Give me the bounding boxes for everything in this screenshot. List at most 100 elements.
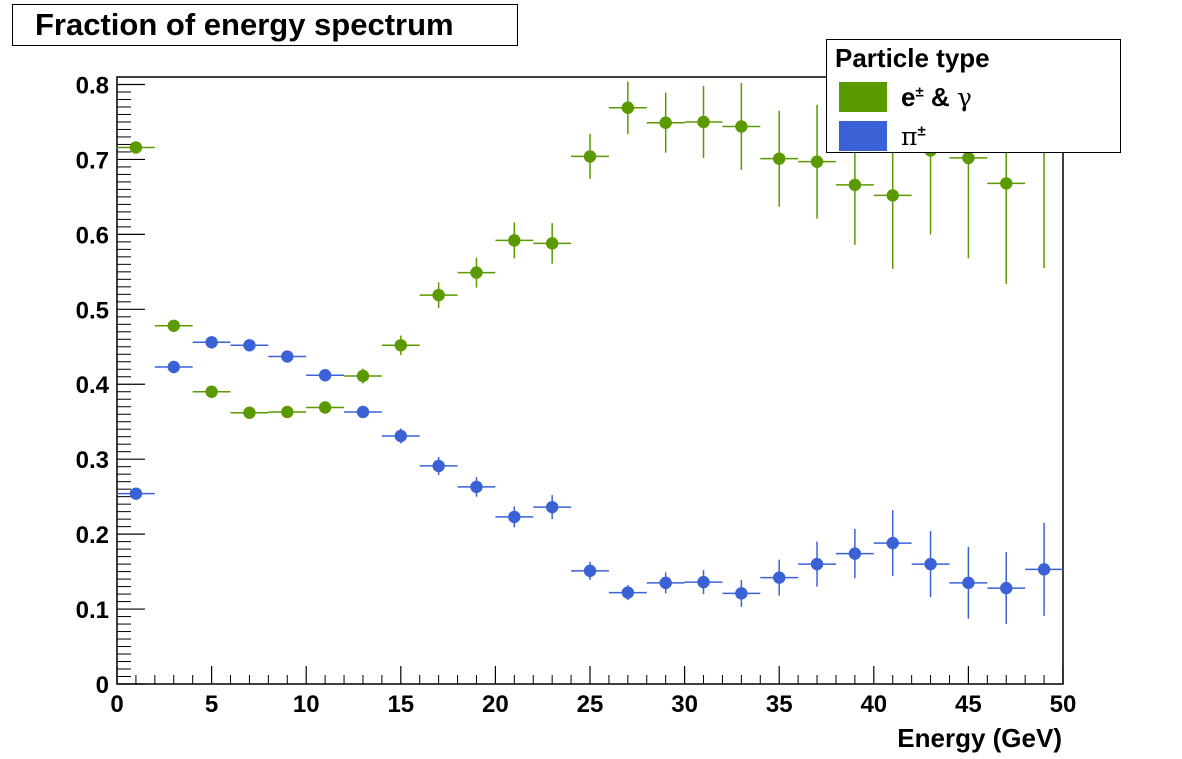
marker bbox=[356, 369, 370, 383]
marker bbox=[773, 571, 786, 584]
data-point-pions bbox=[117, 487, 155, 500]
marker bbox=[470, 480, 483, 494]
data-point-pions bbox=[419, 456, 458, 475]
marker bbox=[886, 189, 899, 202]
marker bbox=[1000, 581, 1013, 595]
marker bbox=[129, 141, 143, 154]
marker bbox=[281, 405, 294, 419]
marker bbox=[621, 101, 635, 114]
marker bbox=[129, 487, 143, 500]
legend-title: Particle type bbox=[835, 43, 990, 73]
legend-label-electrons: e± & γ bbox=[901, 81, 972, 112]
y-tick-label: 0.7 bbox=[76, 147, 109, 174]
data-point-pions bbox=[949, 546, 988, 619]
data-marks bbox=[117, 77, 1063, 625]
marker bbox=[432, 459, 445, 473]
data-point-pions bbox=[457, 477, 496, 497]
data-point-electrons bbox=[457, 257, 496, 288]
marker bbox=[1037, 563, 1051, 576]
data-point-electrons bbox=[608, 81, 647, 134]
marker bbox=[394, 339, 407, 352]
data-point-electrons bbox=[571, 133, 609, 179]
y-tick-label: 0 bbox=[96, 672, 109, 699]
data-point-pions bbox=[1025, 522, 1063, 616]
data-point-pions bbox=[608, 585, 647, 601]
y-tick-label: 0.6 bbox=[76, 222, 109, 249]
data-point-pions bbox=[835, 528, 874, 579]
y-tick-label: 0.2 bbox=[76, 522, 109, 549]
marker bbox=[243, 339, 256, 352]
marker bbox=[1000, 177, 1013, 190]
legend: Particle type e± & γ π± bbox=[826, 39, 1121, 153]
x-tick-label: 25 bbox=[577, 691, 604, 718]
legend-swatch-electrons bbox=[839, 82, 887, 112]
data-point-electrons bbox=[381, 335, 420, 356]
data-point-electrons bbox=[344, 368, 382, 384]
marker bbox=[243, 406, 256, 419]
data-point-electrons bbox=[760, 110, 799, 207]
data-point-electrons bbox=[722, 82, 761, 170]
data-point-electrons bbox=[230, 406, 269, 419]
marker bbox=[318, 401, 332, 414]
y-tick-label: 0.5 bbox=[76, 297, 109, 324]
legend-swatch-pions bbox=[839, 121, 887, 151]
chart-title: Fraction of energy spectrum bbox=[12, 4, 518, 46]
marker bbox=[432, 288, 445, 302]
data-point-electrons bbox=[684, 85, 723, 158]
marker bbox=[659, 116, 672, 129]
marker bbox=[886, 536, 899, 550]
marker bbox=[735, 587, 748, 600]
marker bbox=[962, 576, 975, 590]
marker bbox=[848, 547, 862, 560]
axes: 0 5 10 15 20 25 30 35 40 45 50 0 0.1 0.2 0.3 0.4 0.5 0.6 0… bbox=[76, 72, 1077, 718]
marker bbox=[205, 385, 218, 398]
marker bbox=[356, 405, 370, 419]
marker bbox=[810, 155, 824, 168]
marker bbox=[659, 576, 672, 590]
data-point-pions bbox=[798, 541, 836, 587]
marker bbox=[735, 120, 748, 133]
data-point-pions bbox=[344, 405, 382, 419]
data-point-pions bbox=[684, 570, 723, 595]
marker bbox=[697, 115, 710, 129]
data-point-pions bbox=[873, 510, 912, 577]
y-tick-label: 0.1 bbox=[76, 597, 109, 624]
data-point-pions bbox=[533, 495, 572, 520]
legend-entry-electrons: e± & γ bbox=[839, 81, 972, 113]
marker bbox=[583, 150, 597, 163]
marker bbox=[508, 234, 521, 247]
marker bbox=[810, 557, 824, 571]
legend-label-pions: π± bbox=[901, 121, 926, 151]
marker bbox=[773, 152, 786, 165]
x-tick-label: 45 bbox=[955, 691, 982, 718]
y-tick-label: 0.8 bbox=[76, 72, 109, 99]
marker bbox=[470, 266, 483, 279]
data-point-electrons bbox=[646, 92, 685, 153]
data-point-electrons bbox=[192, 385, 231, 398]
marker bbox=[621, 586, 635, 599]
x-axis-label: Energy (GeV) bbox=[897, 723, 1062, 753]
data-point-pions bbox=[571, 561, 609, 580]
data-point-pions bbox=[268, 350, 307, 363]
x-tick-label: 15 bbox=[387, 691, 414, 718]
marker bbox=[167, 360, 180, 374]
data-point-pions bbox=[495, 506, 534, 528]
data-point-pions bbox=[911, 531, 950, 598]
data-point-electrons bbox=[154, 319, 193, 332]
x-tick-label: 0 bbox=[110, 691, 123, 718]
marker bbox=[394, 429, 407, 443]
x-tick-label: 30 bbox=[671, 691, 698, 718]
legend-entry-pions: π± bbox=[839, 120, 926, 152]
marker bbox=[167, 319, 180, 332]
data-point-electrons bbox=[268, 405, 307, 419]
data-point-electrons bbox=[117, 141, 155, 154]
data-point-pions bbox=[381, 428, 420, 444]
x-tick-label: 10 bbox=[293, 691, 320, 718]
y-tick-label: 0.3 bbox=[76, 447, 109, 474]
marker bbox=[697, 575, 710, 589]
marker bbox=[583, 564, 597, 578]
x-tick-label: 20 bbox=[482, 691, 509, 718]
data-point-pions bbox=[722, 579, 761, 607]
x-tick-label: 40 bbox=[860, 691, 887, 718]
y-tick-label: 0.4 bbox=[76, 372, 110, 399]
